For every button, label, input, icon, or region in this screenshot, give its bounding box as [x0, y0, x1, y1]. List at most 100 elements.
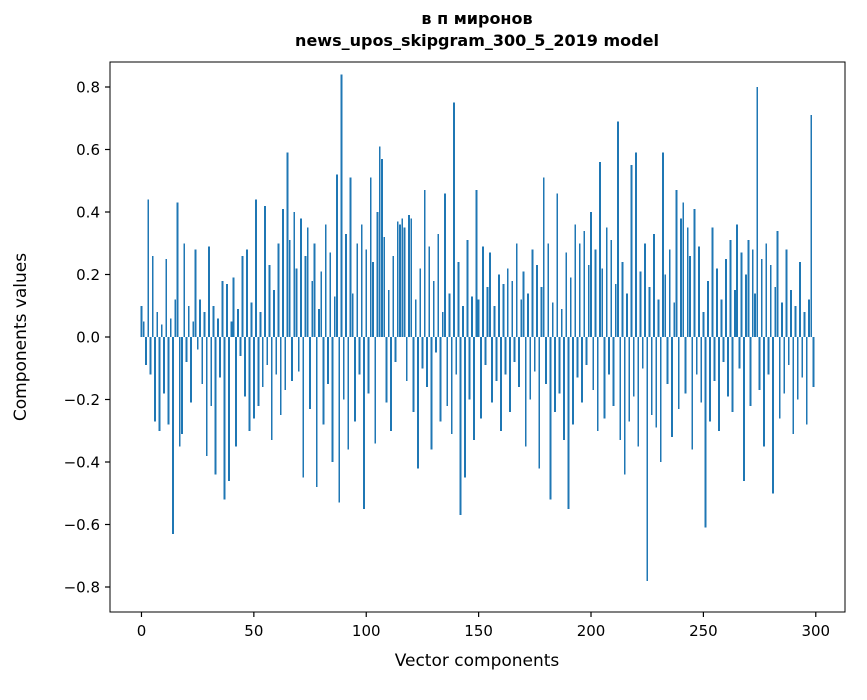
bar — [178, 337, 181, 447]
bar — [785, 249, 788, 337]
bar — [742, 337, 745, 481]
bar — [794, 305, 797, 337]
bar — [329, 252, 332, 337]
bar — [500, 337, 502, 431]
bar — [538, 337, 541, 469]
bar — [439, 337, 442, 422]
bar — [428, 246, 431, 337]
bar — [403, 227, 406, 338]
bar — [578, 243, 581, 337]
bar — [196, 337, 199, 350]
bar — [792, 337, 795, 434]
bar — [163, 337, 165, 394]
bar — [304, 255, 307, 337]
bar — [340, 74, 343, 337]
x-tick-label: 250 — [689, 622, 718, 640]
bar — [318, 308, 320, 338]
bar — [181, 337, 183, 434]
bar — [486, 287, 489, 337]
bar — [239, 337, 242, 356]
bar — [722, 337, 725, 362]
bar — [493, 305, 496, 337]
bar — [266, 337, 269, 366]
bar — [225, 283, 228, 338]
bar — [587, 265, 590, 338]
bar — [194, 249, 197, 337]
x-tick-label: 100 — [352, 622, 381, 640]
bar — [533, 337, 536, 372]
bar — [288, 240, 291, 337]
bar — [169, 318, 172, 337]
bar — [421, 337, 424, 369]
bar — [192, 321, 195, 338]
bar — [547, 243, 550, 337]
bar — [172, 337, 174, 534]
bar — [255, 199, 257, 337]
bar — [709, 337, 712, 422]
bar — [765, 243, 768, 337]
bar — [695, 337, 698, 375]
bar — [279, 337, 282, 416]
bar — [199, 299, 201, 337]
bar — [760, 258, 763, 338]
bar — [653, 233, 655, 338]
bar — [250, 302, 253, 338]
bar — [203, 312, 206, 337]
bar — [273, 290, 275, 338]
bar — [376, 212, 379, 337]
bar — [702, 312, 705, 337]
bar — [221, 280, 224, 337]
bar — [556, 193, 559, 337]
y-tick-label: −0.8 — [64, 579, 100, 597]
bar — [264, 205, 266, 337]
bar — [682, 202, 685, 338]
bar — [527, 293, 529, 337]
bar — [684, 337, 687, 394]
bar — [704, 337, 707, 528]
bar — [594, 249, 597, 337]
bar — [666, 337, 669, 384]
bar — [327, 337, 329, 384]
bar — [475, 190, 478, 338]
bar — [277, 243, 280, 337]
bar — [417, 337, 419, 469]
bar — [396, 221, 399, 338]
bar — [201, 337, 204, 384]
bar — [394, 337, 397, 362]
bar — [803, 312, 806, 337]
y-tick-label: 0.8 — [76, 79, 100, 97]
bar — [488, 252, 491, 337]
bar — [455, 337, 458, 375]
y-axis-label: Components values — [11, 253, 31, 421]
bar — [306, 227, 309, 338]
bar — [185, 337, 188, 362]
bar — [311, 280, 314, 337]
bar — [234, 337, 237, 447]
bar — [419, 268, 422, 337]
bar — [731, 337, 734, 412]
bar — [522, 271, 525, 338]
bar — [257, 337, 260, 406]
bar — [565, 252, 568, 337]
bar — [286, 152, 289, 338]
bar — [540, 287, 543, 337]
bar — [738, 337, 741, 369]
bar — [515, 243, 518, 337]
bar — [626, 293, 628, 337]
bar — [212, 305, 215, 337]
bar — [363, 337, 365, 509]
bar — [484, 337, 487, 366]
bar — [657, 299, 660, 337]
bar — [410, 218, 413, 337]
bar — [729, 240, 732, 337]
bar — [767, 337, 770, 375]
bar — [468, 337, 471, 400]
bar — [727, 337, 730, 397]
bar — [252, 337, 255, 419]
bar — [563, 337, 565, 441]
bar — [781, 302, 783, 338]
bar — [693, 208, 696, 337]
chart-title-line1: в п миронов — [421, 9, 532, 28]
chart-title-line2: news_upos_skipgram_300_5_2019 model — [295, 31, 659, 50]
bar — [347, 337, 350, 450]
